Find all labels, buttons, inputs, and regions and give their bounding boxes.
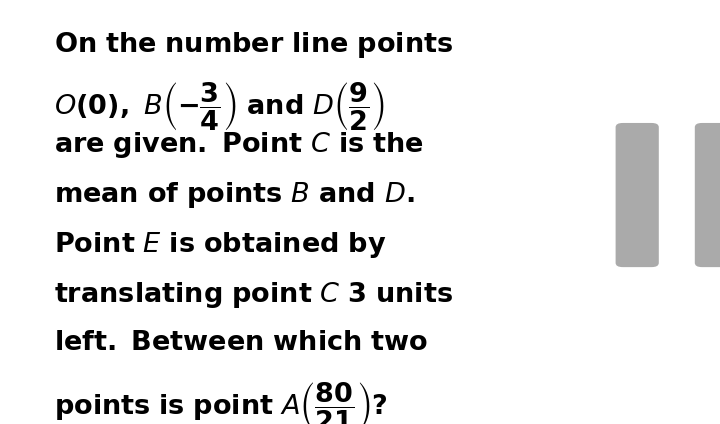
Text: $\mathbf{translating\ point\ }\mathit{C}\mathbf{\ 3\ units}$: $\mathbf{translating\ point\ }\mathit{C}… xyxy=(54,280,453,310)
Text: $\mathbf{left.\ Between\ which\ two}$: $\mathbf{left.\ Between\ which\ two}$ xyxy=(54,330,428,356)
Text: $\mathbf{are\ given.\ Point\ }\mathit{C}\mathbf{\ is\ the}$: $\mathbf{are\ given.\ Point\ }\mathit{C}… xyxy=(54,130,423,160)
FancyBboxPatch shape xyxy=(695,123,720,267)
Text: $\mathit{O}\mathbf{(0),\ }\mathit{B}\mathbf{\left(-\dfrac{3}{4}\right)\ and\ }\m: $\mathit{O}\mathbf{(0),\ }\mathit{B}\mat… xyxy=(54,80,385,133)
Text: $\mathbf{Point\ }\mathit{E}\mathbf{\ is\ obtained\ by}$: $\mathbf{Point\ }\mathit{E}\mathbf{\ is\… xyxy=(54,230,387,260)
Text: $\mathbf{mean\ of\ points\ }\mathit{B}\mathbf{\ and\ }\mathit{D}\mathbf{.}$: $\mathbf{mean\ of\ points\ }\mathit{B}\m… xyxy=(54,180,415,210)
FancyBboxPatch shape xyxy=(616,123,659,267)
Text: $\mathbf{On\ the\ number\ line\ points}$: $\mathbf{On\ the\ number\ line\ points}$ xyxy=(54,30,453,60)
Text: $\mathbf{points\ is\ point\ }\mathit{A}\mathbf{\left(\dfrac{80}{21}\right)?}$: $\mathbf{points\ is\ point\ }\mathit{A}\… xyxy=(54,380,388,424)
